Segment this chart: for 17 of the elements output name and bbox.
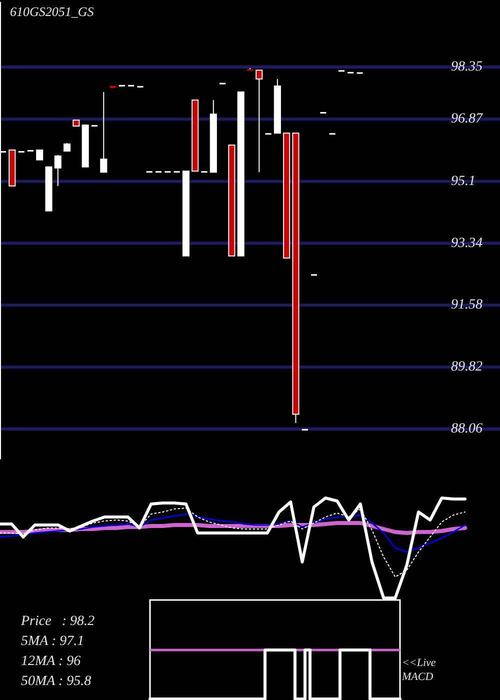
candlestick (36, 150, 44, 160)
y-tick-label: 89.82 (451, 360, 482, 375)
y-tick-label: 88.06 (451, 422, 482, 436)
text: <<Live MACD (401, 657, 436, 683)
y-tick-label: 91.58 (451, 298, 482, 313)
y-tick-label: 98.35 (451, 60, 482, 74)
y-tick-label: 95.1 (451, 174, 476, 189)
candlestick (256, 70, 263, 173)
y-tick-label: 93.34 (451, 236, 482, 251)
text: Price : 98.2 (20, 614, 94, 629)
text: 50MA : 95.8 (21, 674, 92, 689)
text: 12MA : 96 (21, 654, 81, 669)
text: 5MA : 97.1 (21, 634, 84, 649)
y-tick-label: 96.87 (451, 112, 484, 127)
candlestick (54, 154, 62, 186)
candlestick (100, 91, 108, 173)
chart-title: 610GS2051_GS (10, 4, 94, 19)
